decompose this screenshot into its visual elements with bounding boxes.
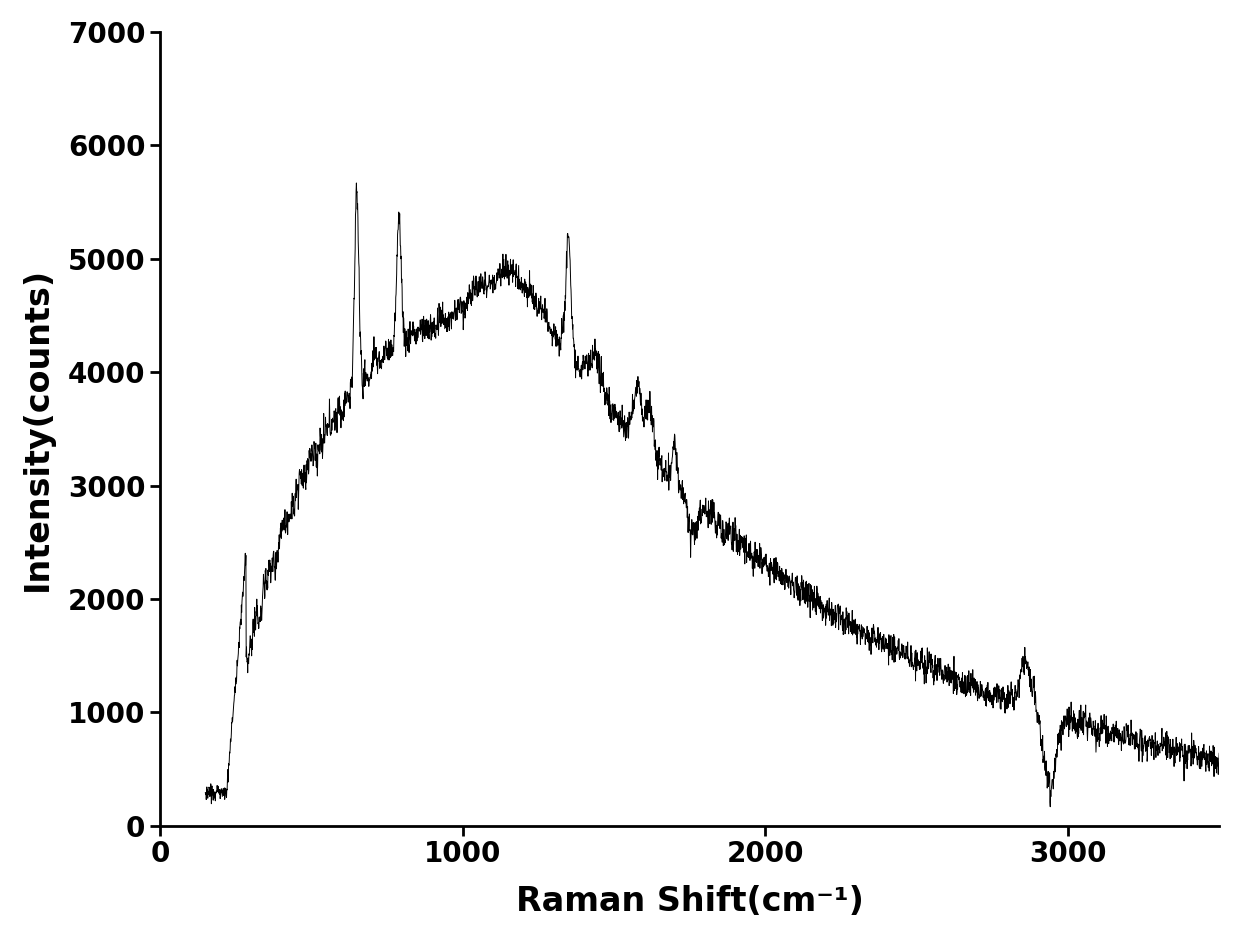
Y-axis label: Intensity(counts): Intensity(counts) (21, 267, 53, 591)
X-axis label: Raman Shift(cm⁻¹): Raman Shift(cm⁻¹) (516, 885, 863, 918)
